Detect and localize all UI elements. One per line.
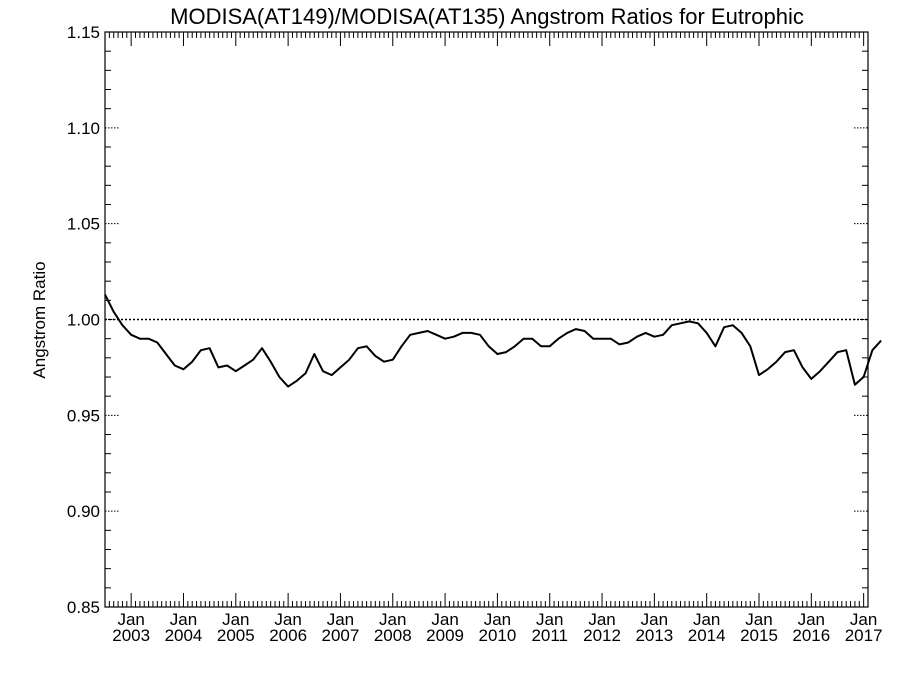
- x-tick-month-label: Jan: [117, 610, 144, 629]
- x-tick-year-label: 2011: [531, 626, 568, 645]
- x-tick-year-label: 2009: [426, 626, 464, 645]
- series-line: [104, 294, 882, 388]
- x-tick-year-label: 2014: [688, 626, 726, 645]
- x-tick-year-label: 2008: [374, 626, 412, 645]
- x-tick-year-label: 2006: [269, 626, 307, 645]
- x-tick-month-label: Jan: [693, 610, 720, 629]
- x-tick-month-label: Jan: [641, 610, 668, 629]
- y-tick-label: 1.00: [67, 311, 100, 330]
- x-tick-month-label: Jan: [327, 610, 354, 629]
- x-tick-month-label: Jan: [484, 610, 511, 629]
- y-tick-label: 0.85: [67, 598, 100, 617]
- x-tick-month-label: Jan: [850, 610, 877, 629]
- series-layer: [104, 294, 882, 388]
- x-tick-year-label: 2003: [112, 626, 150, 645]
- x-tick-month-label: Jan: [274, 610, 301, 629]
- y-axis: 0.85 0.90 0.95 1.00 1.05 1.10 1.15: [67, 23, 868, 617]
- x-tick-month-label: Jan: [798, 610, 825, 629]
- x-tick-month-label: Jan: [431, 610, 458, 629]
- x-tick-year-label: 2010: [478, 626, 516, 645]
- x-tick-month-label: Jan: [379, 610, 406, 629]
- x-tick-year-label: 2007: [322, 626, 360, 645]
- chart-title: MODISA(AT149)/MODISA(AT135) Angstrom Rat…: [170, 4, 804, 29]
- x-tick-year-label: 2005: [217, 626, 255, 645]
- x-tick-year-label: 2016: [792, 626, 830, 645]
- x-tick-month-label: Jan: [536, 610, 563, 629]
- y-tick-label: 0.90: [67, 502, 100, 521]
- x-tick-year-label: 2017: [845, 626, 883, 645]
- y-tick-label: 1.05: [67, 215, 100, 234]
- x-tick-year-label: 2013: [635, 626, 673, 645]
- x-tick-year-label: 2012: [583, 626, 621, 645]
- y-tick-label: 1.10: [67, 119, 100, 138]
- x-tick-month-label: Jan: [588, 610, 615, 629]
- y-axis-label: Angstrom Ratio: [30, 261, 49, 378]
- y-tick-label: 1.15: [67, 23, 100, 42]
- y-tick-label: 0.95: [67, 406, 100, 425]
- x-tick-month-label: Jan: [170, 610, 197, 629]
- x-tick-year-label: 2015: [740, 626, 778, 645]
- x-tick-month-label: Jan: [222, 610, 249, 629]
- x-axis: Jan2003Jan2004Jan2005Jan2006Jan2007Jan20…: [104, 32, 883, 645]
- x-tick-month-label: Jan: [745, 610, 772, 629]
- x-tick-year-label: 2004: [165, 626, 203, 645]
